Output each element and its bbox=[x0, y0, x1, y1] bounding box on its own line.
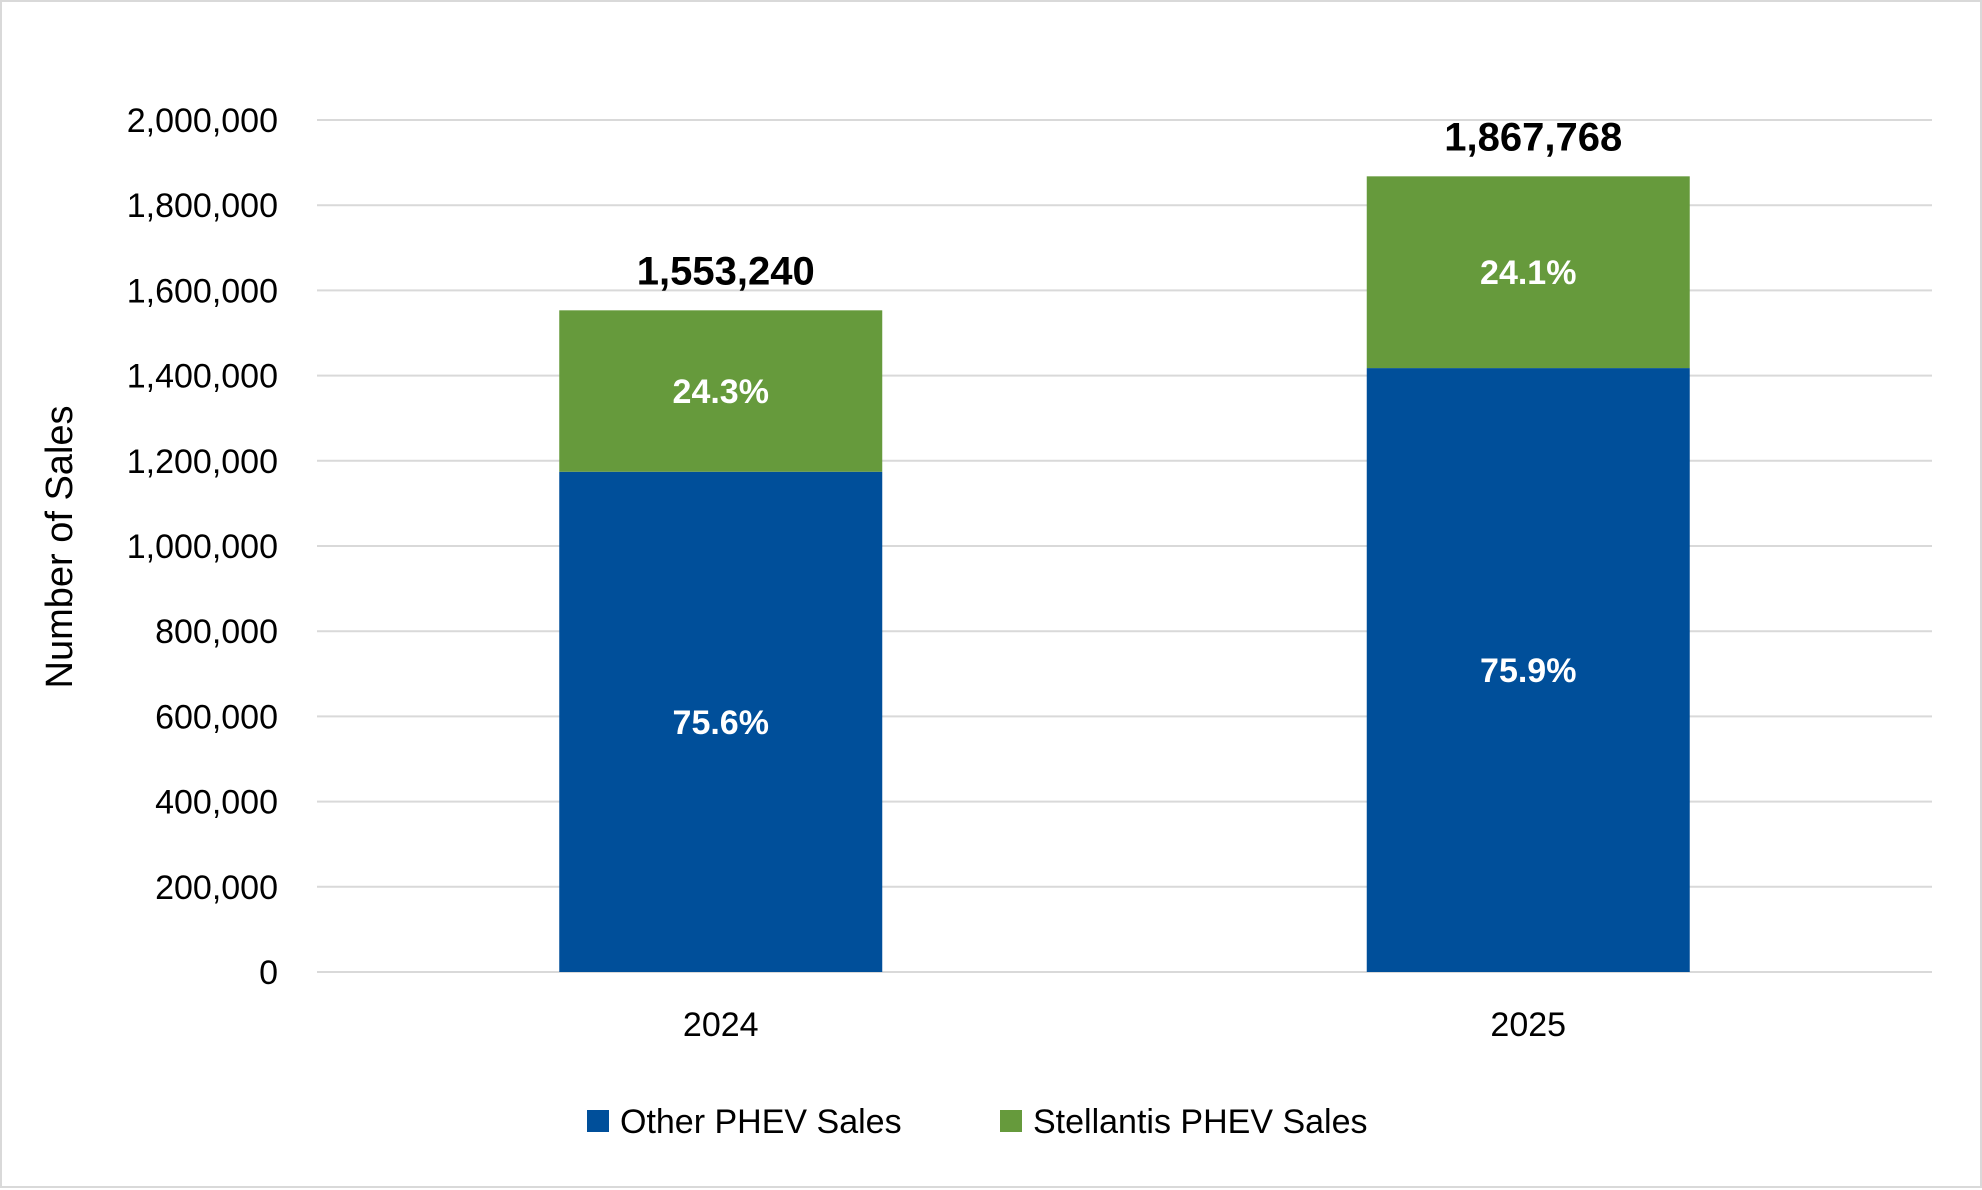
bar-2025-series-0 bbox=[1366, 368, 1690, 973]
x-axis-tick-labels: 2024 2025 bbox=[683, 1006, 1566, 1044]
y-tick-label: 2,000,000 bbox=[127, 102, 278, 140]
y-tick-label: 0 bbox=[259, 954, 278, 992]
y-tick-label: 200,000 bbox=[155, 869, 278, 907]
segment-label-2024-series-1: 24.3% bbox=[673, 373, 769, 411]
y-tick-label: 1,000,000 bbox=[127, 528, 278, 566]
y-tick-label: 1,800,000 bbox=[127, 187, 278, 225]
x-tick-label-2025: 2025 bbox=[1490, 1006, 1566, 1044]
bar-2024-series-0 bbox=[559, 471, 883, 972]
bar-2024-series-1 bbox=[559, 310, 883, 472]
y-tick-label: 1,200,000 bbox=[127, 443, 278, 481]
y-tick-label: 800,000 bbox=[155, 613, 278, 651]
segment-label-2025-series-1: 24.1% bbox=[1480, 254, 1576, 292]
total-label-2024: 1,553,240 bbox=[637, 249, 815, 293]
y-tick-label: 1,600,000 bbox=[127, 272, 278, 310]
bars: 75.6% 24.3% 1,553,240 75.9% 24.1% 1,867,768 bbox=[559, 115, 1690, 973]
y-tick-label: 1,400,000 bbox=[127, 358, 278, 396]
y-axis-tick-labels: 0 200,000 400,000 600,000 800,000 1,000,000 1,… bbox=[127, 102, 278, 992]
legend-swatch-1 bbox=[1000, 1110, 1022, 1132]
bar-2025-series-1 bbox=[1366, 176, 1690, 369]
legend-label-1: Stellantis PHEV Sales bbox=[1033, 1103, 1368, 1141]
legend: Other PHEV Sales Stellantis PHEV Sales bbox=[587, 1103, 1368, 1141]
y-tick-label: 600,000 bbox=[155, 698, 278, 736]
x-tick-label-2024: 2024 bbox=[683, 1006, 759, 1044]
total-label-2025: 1,867,768 bbox=[1444, 115, 1622, 159]
segment-label-2024-series-0: 75.6% bbox=[673, 704, 769, 742]
y-tick-label: 400,000 bbox=[155, 784, 278, 822]
y-axis-title: Number of Sales bbox=[39, 405, 81, 688]
legend-label-0: Other PHEV Sales bbox=[620, 1103, 902, 1141]
segment-label-2025-series-0: 75.9% bbox=[1480, 652, 1576, 690]
legend-swatch-0 bbox=[587, 1110, 609, 1132]
